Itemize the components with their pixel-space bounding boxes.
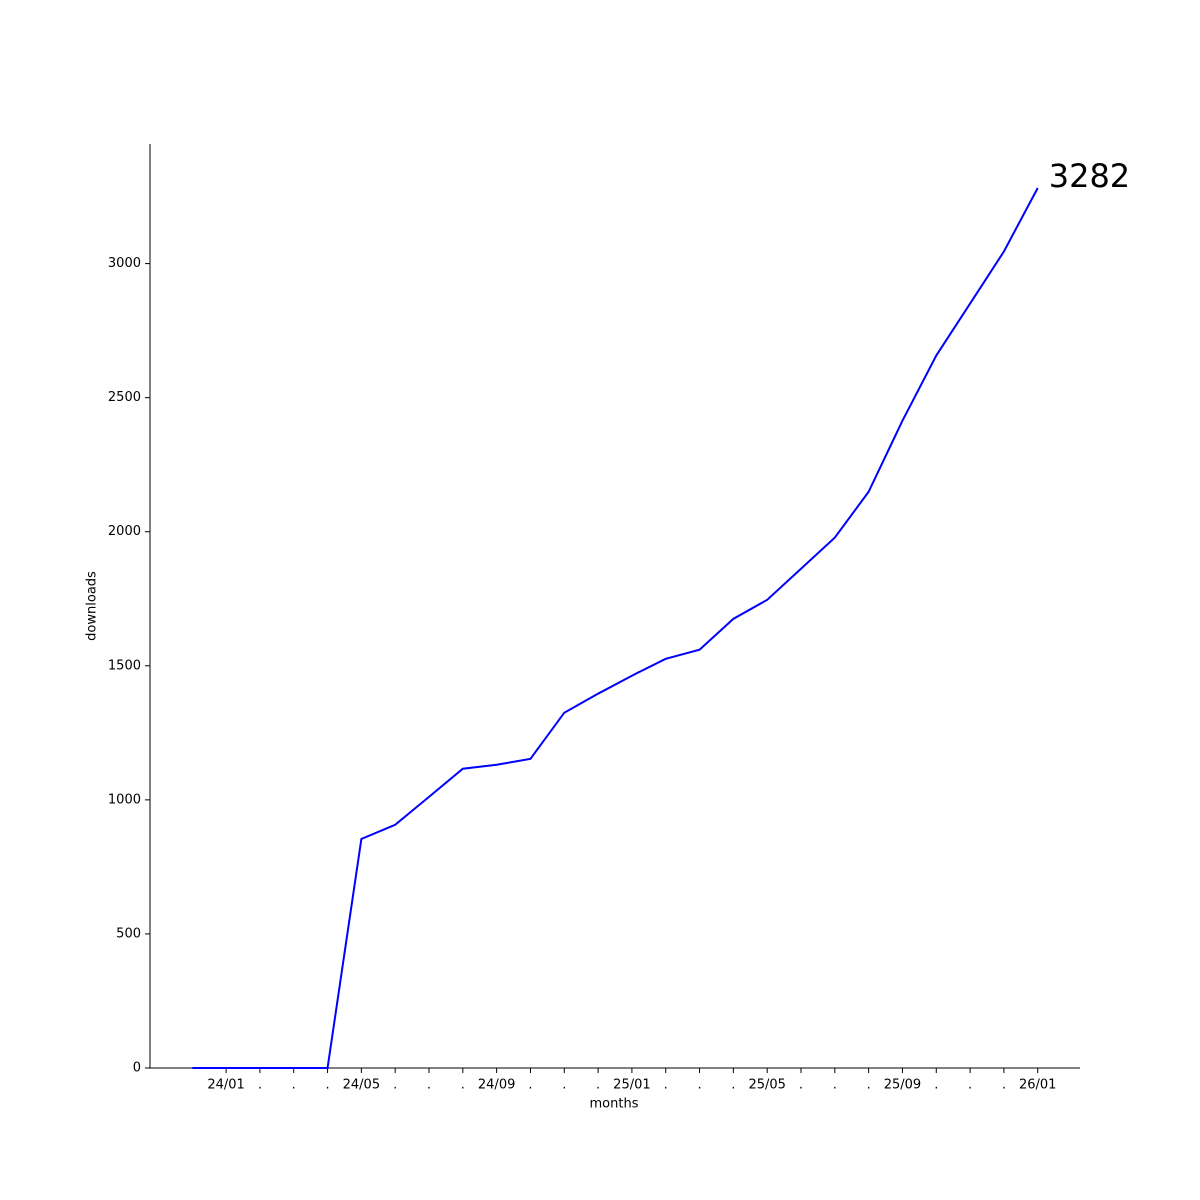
y-tick-label: 2000 [108,524,141,539]
x-tick-label: 25/09 [884,1078,921,1093]
x-axis-label: months [590,1097,639,1112]
x-tick-label: . [867,1078,871,1093]
x-tick-label: . [968,1078,972,1093]
y-tick-label: 1500 [108,658,141,673]
x-tick-label: . [664,1078,668,1093]
x-tick-label: . [461,1078,465,1093]
x-tick-label: 25/01 [613,1078,650,1093]
x-tick-label: 25/05 [748,1078,785,1093]
x-tick-label: . [1002,1078,1006,1093]
y-tick-label: 0 [133,1061,141,1076]
y-tick-label: 3000 [108,256,141,271]
data-line [192,187,1039,1069]
x-tick-label: . [934,1078,938,1093]
x-tick-label: . [731,1078,735,1093]
x-tick-label: . [596,1078,600,1093]
x-tick-label: . [427,1078,431,1093]
end-value-label: 3282 [1049,157,1130,195]
x-tick-label: 24/09 [478,1078,515,1093]
x-tick-label: 24/01 [207,1078,244,1093]
y-tick-label: 500 [116,926,141,941]
x-tick-label: . [393,1078,397,1093]
x-tick-label: . [258,1078,262,1093]
x-tick-label: . [292,1078,296,1093]
y-axis-label: downloads [85,571,100,641]
x-tick-label: . [799,1078,803,1093]
x-tick-label: . [833,1078,837,1093]
x-tick-label: . [325,1078,329,1093]
x-tick-label: . [697,1078,701,1093]
x-tick-label: . [528,1078,532,1093]
x-tick-label: . [562,1078,566,1093]
y-tick-label: 2500 [108,390,141,405]
y-tick-label: 1000 [108,792,141,807]
x-tick-label: 24/05 [343,1078,380,1093]
x-tick-label: 26/01 [1019,1078,1056,1093]
